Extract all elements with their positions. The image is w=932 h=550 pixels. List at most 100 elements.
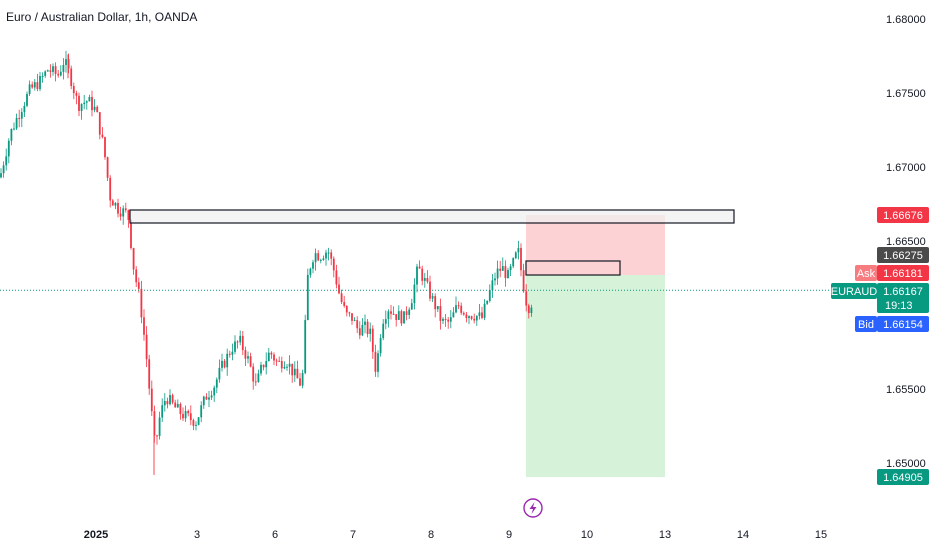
candle <box>293 361 296 382</box>
candle <box>462 311 465 316</box>
price-axis[interactable]: 1.68000 1.67500 1.67000 1.66500 1.65500 1.650… <box>886 14 926 470</box>
candle <box>20 108 23 128</box>
resistance-rectangle[interactable] <box>129 209 735 224</box>
candle-body <box>70 68 73 87</box>
candle-body <box>33 82 36 88</box>
candle-body <box>184 410 187 419</box>
candle-body <box>169 395 171 405</box>
countdown-text: 19:13 <box>885 300 913 312</box>
candle-body <box>111 200 114 206</box>
candle <box>26 91 28 108</box>
resistance-zone[interactable] <box>129 209 735 224</box>
candle-body <box>512 258 515 267</box>
candle-body <box>478 312 481 316</box>
candle-body <box>239 335 242 343</box>
time-axis[interactable]: 2025 3 6 7 8 9 10 13 14 15 <box>84 529 827 541</box>
candle-body <box>247 356 249 359</box>
candle <box>200 401 203 423</box>
candle <box>67 53 70 74</box>
candle-body <box>351 313 353 321</box>
candle <box>130 219 132 250</box>
candle <box>377 350 379 378</box>
candle <box>111 199 114 206</box>
candle-body <box>301 373 304 386</box>
candle-body <box>338 284 340 294</box>
lightning-icon[interactable] <box>523 498 543 518</box>
candle-body <box>517 247 520 253</box>
candle-body <box>395 314 398 320</box>
bid-label-badge: Bid <box>855 316 877 332</box>
candle <box>72 82 75 100</box>
take-profit-zone[interactable] <box>526 275 665 478</box>
candle-body <box>23 105 26 113</box>
candle <box>382 319 385 341</box>
candle-body <box>20 112 23 119</box>
candle-body <box>504 266 507 279</box>
candle-body <box>447 319 450 322</box>
candle-body <box>494 278 496 281</box>
x-tick-label: 2025 <box>84 529 108 541</box>
candle <box>418 260 421 269</box>
target-price-badge: 1.64905 <box>877 469 929 486</box>
candle <box>13 122 15 131</box>
candle <box>210 390 213 400</box>
candle <box>117 198 119 218</box>
candle <box>109 175 112 208</box>
candle <box>249 352 252 368</box>
candle <box>273 352 275 366</box>
candle-body <box>117 202 119 214</box>
candle-body <box>283 366 286 369</box>
stop-loss-zone[interactable] <box>526 215 665 275</box>
candle <box>218 359 221 383</box>
candle-body <box>163 400 166 406</box>
candle <box>70 65 73 90</box>
candle-body <box>254 381 257 383</box>
candle-body <box>218 367 221 380</box>
candle <box>371 325 374 359</box>
candle-body <box>80 104 83 111</box>
candle <box>304 314 307 375</box>
candle-body <box>166 400 169 405</box>
candle-body <box>522 270 525 292</box>
bid-price-badge-text: 1.66154 <box>883 319 923 331</box>
candle <box>283 361 286 370</box>
candle <box>366 318 369 338</box>
candle-body <box>197 417 200 425</box>
candle-body <box>83 102 86 105</box>
candle <box>221 353 223 372</box>
candle <box>169 389 171 406</box>
candle <box>423 272 426 288</box>
candle-body <box>278 360 281 362</box>
candle-body <box>39 76 41 90</box>
candle <box>509 263 512 276</box>
candle-body <box>85 101 88 103</box>
candle <box>85 100 88 110</box>
candle-body <box>364 321 366 325</box>
candle-body <box>377 353 379 372</box>
candle <box>135 266 138 288</box>
candle <box>231 343 234 361</box>
entry-box[interactable] <box>525 260 621 276</box>
candle-body <box>192 420 195 426</box>
last-price-badge: 1.66167 19:13 <box>877 283 929 313</box>
candle <box>5 148 8 171</box>
x-tick-label: 15 <box>815 529 827 541</box>
candle-body <box>0 173 2 178</box>
candle-body <box>496 268 499 279</box>
entry-price-badge: 1.66275 <box>877 247 929 263</box>
candle <box>104 136 106 160</box>
position-zones <box>526 215 665 478</box>
candle <box>33 79 36 91</box>
candle <box>488 284 491 303</box>
candle <box>228 350 231 358</box>
candle <box>234 335 236 355</box>
candle <box>436 306 439 312</box>
candle-body <box>530 307 533 314</box>
candle <box>197 417 200 426</box>
stop-price-badge-bg <box>877 206 929 223</box>
candle <box>260 361 262 376</box>
candle <box>306 268 309 321</box>
candle-body <box>361 324 364 336</box>
candle <box>163 393 166 412</box>
